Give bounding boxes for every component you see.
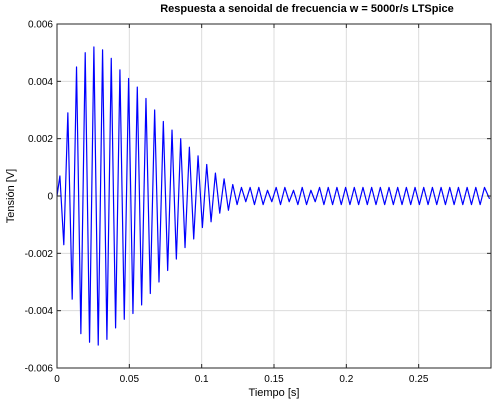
axis-ticks: 0 0.05 0.1 0.15 0.2 0.25 -0.006 -0.004 -0.002 0 0.… [25,20,491,385]
y-tick-label: -0.006 [25,364,54,375]
y-tick-label: 0 [47,192,53,203]
x-tick-label: 0.1 [195,374,209,385]
y-tick-label: -0.004 [25,306,54,317]
x-tick-label: 0.15 [264,374,284,385]
x-axis-label: Tiempo [s] [249,387,300,399]
x-tick-label: 0.2 [339,374,353,385]
y-tick-label: 0.002 [28,134,53,145]
x-tick-label: 0.05 [120,374,140,385]
chart-title: Respuesta a senoidal de frecuencia w = 5… [160,3,454,15]
y-axis-label: Tensión [V] [5,169,17,223]
y-tick-label: 0.006 [28,20,53,31]
y-tick-label: -0.002 [25,249,54,260]
series-line [56,46,491,346]
x-tick-label: 0 [54,374,60,385]
x-tick-label: 0.25 [409,374,429,385]
y-tick-label: 0.004 [28,77,53,88]
series-layer [56,46,491,346]
